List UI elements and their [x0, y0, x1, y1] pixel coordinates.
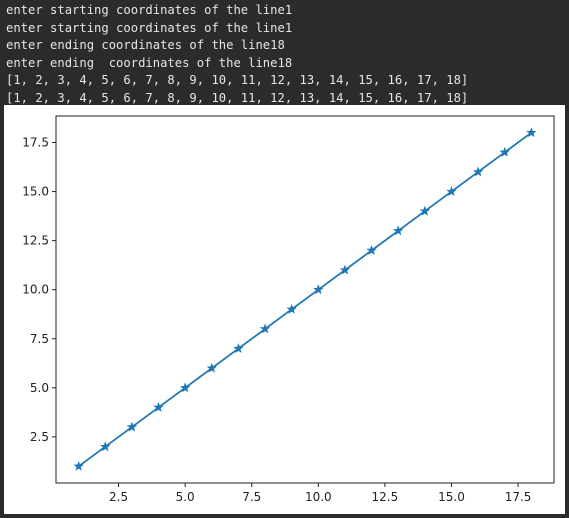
- window-edge: [0, 105, 4, 518]
- y-tick-label: 10.0: [22, 283, 49, 297]
- data-point-marker: [313, 284, 324, 295]
- data-point-marker: [153, 401, 164, 412]
- data-point-marker: [73, 460, 84, 471]
- y-tick-label: 7.5: [30, 332, 49, 346]
- data-point-marker: [286, 303, 297, 314]
- x-tick-label: 12.5: [372, 490, 399, 504]
- data-point-marker: [259, 323, 271, 334]
- data-point-marker: [179, 382, 191, 393]
- data-point-marker: [419, 205, 431, 216]
- console-line: enter starting coordinates of the line1: [6, 3, 293, 17]
- data-point-marker: [526, 127, 537, 138]
- y-tick-label: 2.5: [30, 430, 49, 444]
- console-line: enter starting coordinates of the line1: [6, 20, 293, 35]
- y-tick-label: 17.5: [22, 135, 49, 149]
- console-line: enter ending coordinates of the line18: [6, 55, 293, 70]
- series-line: [78, 131, 532, 468]
- data-point-marker: [206, 362, 218, 373]
- data-point-marker: [499, 146, 510, 157]
- x-tick-label: 5.0: [176, 490, 195, 504]
- console-output: enter starting coordinates of the line1 …: [0, 0, 569, 108]
- y-tick-label: 12.5: [22, 234, 49, 248]
- data-point-marker: [233, 343, 244, 354]
- data-point-marker: [446, 186, 457, 196]
- data-point-marker: [339, 264, 351, 275]
- x-tick-label: 10.0: [305, 490, 332, 504]
- data-point-marker: [100, 441, 111, 452]
- console-line: [1, 2, 3, 4, 5, 6, 7, 8, 9, 10, 11, 12, …: [6, 73, 469, 87]
- line-chart: 2.5 5.0 7.5 10.0 12.5 15.0 17.5 2.5 5.0 7.5 10.0 12…: [22, 115, 555, 504]
- console-line: [1, 2, 3, 4, 5, 6, 7, 8, 9, 10, 11, 12, …: [6, 90, 469, 105]
- x-tick-label: 7.5: [242, 490, 261, 504]
- data-point-marker: [472, 166, 484, 177]
- y-tick-label: 15.0: [22, 185, 49, 199]
- x-tick-label: 15.0: [438, 490, 465, 504]
- data-point-marker: [126, 421, 138, 432]
- data-point-marker: [366, 244, 377, 255]
- console-line: enter ending coordinates of the line18: [6, 38, 285, 52]
- y-tick-label: 5.0: [30, 381, 49, 395]
- x-tick-label: 2.5: [109, 490, 128, 504]
- x-tick-label: 17.5: [505, 490, 532, 504]
- data-point-marker: [392, 225, 404, 236]
- plot-output: 2.5 5.0 7.5 10.0 12.5 15.0 17.5 2.5 5.0 7.5 10.0 12…: [4, 105, 565, 514]
